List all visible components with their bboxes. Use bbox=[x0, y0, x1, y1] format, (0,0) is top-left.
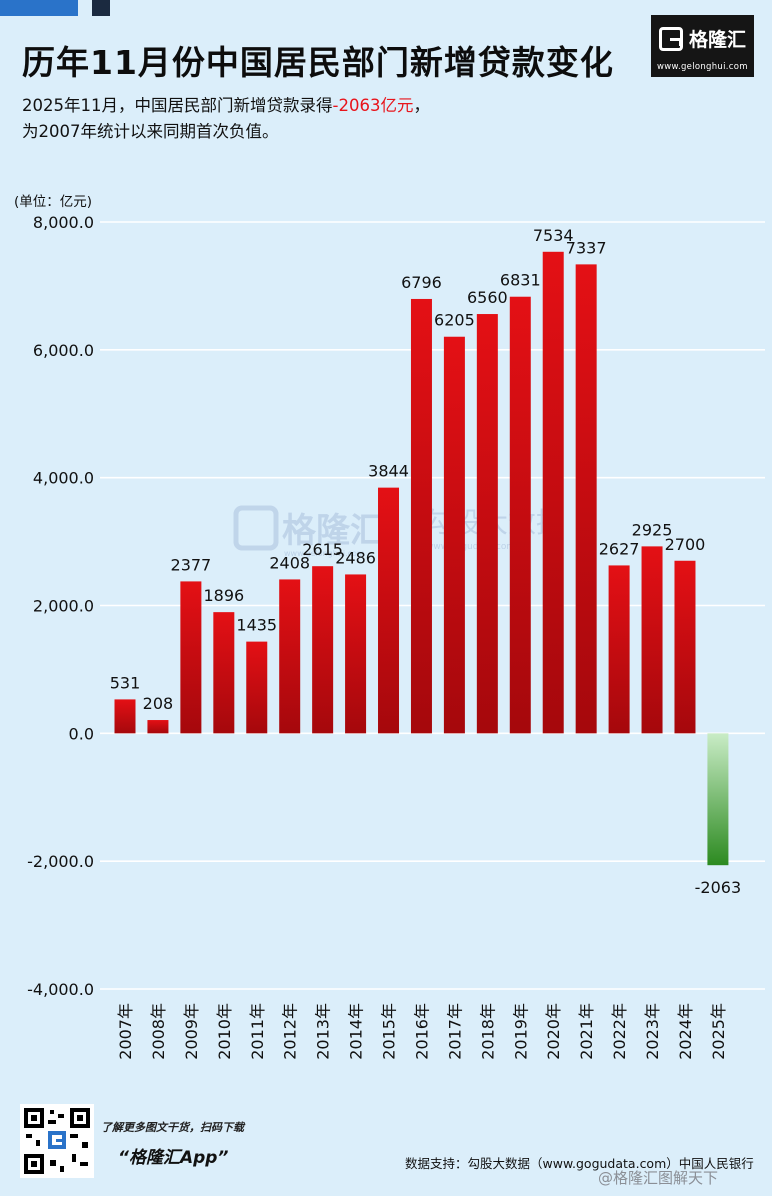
logo-name: 格隆汇 bbox=[689, 29, 747, 51]
top-accent-bar-dark bbox=[92, 0, 110, 16]
y-tick-label: 2,000.0 bbox=[33, 597, 94, 616]
data-label: 7337 bbox=[566, 238, 607, 257]
bar-2011年 bbox=[246, 641, 268, 734]
data-label: 531 bbox=[110, 673, 141, 692]
data-label: 6796 bbox=[401, 273, 442, 292]
x-tick-label: 2020年 bbox=[544, 1003, 563, 1060]
bar-chart: 格隆汇www.gelonghui.com勾股大数据www.gogudata.co… bbox=[27, 213, 765, 1060]
bar-2022年 bbox=[608, 565, 630, 734]
bar-2025年 bbox=[707, 733, 729, 866]
x-tick-label: 2014年 bbox=[347, 1003, 366, 1060]
data-label: 7534 bbox=[533, 226, 574, 245]
data-label: 2700 bbox=[665, 535, 706, 554]
x-tick-label: 2021年 bbox=[577, 1003, 596, 1060]
bar-2018年 bbox=[476, 314, 498, 734]
x-tick-label: 2007年 bbox=[116, 1003, 135, 1060]
data-label: 208 bbox=[143, 694, 174, 713]
brand-logo: 格隆汇 www.gelonghui.com bbox=[651, 15, 754, 77]
bar-2014年 bbox=[345, 574, 367, 734]
x-tick-label: 2011年 bbox=[248, 1003, 267, 1060]
subtitle-prefix: 2025年11月，中国居民部门新增贷款录得 bbox=[22, 96, 333, 115]
y-tick-label: 6,000.0 bbox=[33, 341, 94, 360]
bar-2015年 bbox=[378, 487, 400, 734]
bar-2019年 bbox=[509, 296, 531, 734]
watermark-logo-icon bbox=[233, 505, 279, 551]
x-tick-label: 2010年 bbox=[215, 1003, 234, 1060]
logo-g-icon bbox=[659, 27, 683, 51]
subtitle-line-1: 2025年11月，中国居民部门新增贷款录得-2063亿元， bbox=[22, 93, 430, 119]
bar-2016年 bbox=[410, 298, 432, 734]
data-label: 2377 bbox=[171, 555, 212, 574]
data-label: 6831 bbox=[500, 271, 541, 290]
x-tick-label: 2012年 bbox=[281, 1003, 300, 1060]
x-tick-label: 2015年 bbox=[380, 1003, 399, 1060]
x-tick-label: 2024年 bbox=[676, 1003, 695, 1060]
data-label: 6560 bbox=[467, 288, 508, 307]
x-tick-label: 2019年 bbox=[511, 1003, 530, 1060]
top-accent-bar bbox=[0, 0, 78, 16]
x-tick-label: 2009年 bbox=[182, 1003, 201, 1060]
watermark-brand-url: www.gelonghui.com bbox=[284, 549, 365, 558]
bar-2024年 bbox=[674, 560, 696, 734]
bar-2008年 bbox=[147, 720, 169, 734]
data-label: 2408 bbox=[269, 553, 310, 572]
x-tick-label: 2018年 bbox=[478, 1003, 497, 1060]
data-label: 3844 bbox=[368, 462, 409, 481]
unit-label: (单位：亿元) bbox=[14, 194, 93, 210]
weibo-watermark: @格隆汇图解天下 bbox=[598, 1169, 719, 1187]
bar-2012年 bbox=[279, 579, 301, 734]
qr-code-icon bbox=[20, 1104, 94, 1178]
data-label: 1435 bbox=[236, 616, 277, 635]
watermark-brand: 格隆汇 bbox=[282, 511, 384, 551]
x-tick-label: 2022年 bbox=[610, 1003, 629, 1060]
watermark-data-url: www.gogudata.com bbox=[426, 542, 515, 552]
bar-2013年 bbox=[312, 566, 334, 734]
y-tick-label: -4,000.0 bbox=[27, 980, 94, 999]
x-tick-label: 2013年 bbox=[314, 1003, 333, 1060]
bars bbox=[114, 251, 729, 866]
data-label: 2925 bbox=[632, 520, 673, 539]
logo-url: www.gelonghui.com bbox=[657, 62, 748, 72]
data-label: 6205 bbox=[434, 311, 475, 330]
x-tick-label: 2023年 bbox=[643, 1003, 662, 1060]
y-tick-label: 4,000.0 bbox=[33, 469, 94, 488]
bar-2023年 bbox=[641, 546, 663, 734]
x-tick-label: 2025年 bbox=[709, 1003, 728, 1060]
x-tick-label: 2008年 bbox=[149, 1003, 168, 1060]
x-axis-ticks: 2007年 2008年 2009年 2010年 2011年 2012年 2013年 2014年… bbox=[116, 1003, 728, 1060]
y-axis-ticks: 8,000.0 6,000.0 4,000.0 2,000.0 0.0 -2,000.0 -… bbox=[27, 213, 94, 999]
bar-2010年 bbox=[213, 612, 235, 734]
data-label: 2615 bbox=[302, 540, 343, 559]
bar-2009年 bbox=[180, 581, 202, 734]
x-tick-label: 2016年 bbox=[412, 1003, 431, 1060]
subtitle: 2025年11月，中国居民部门新增贷款录得-2063亿元， 为2007年统计以来… bbox=[22, 93, 430, 145]
y-tick-label: 0.0 bbox=[69, 724, 94, 743]
data-label: 2486 bbox=[335, 548, 376, 567]
footer-app-name: “格隆汇App” bbox=[118, 1148, 229, 1168]
bar-2021年 bbox=[575, 264, 597, 734]
y-tick-label: 8,000.0 bbox=[33, 213, 94, 232]
bar-2020年 bbox=[542, 251, 564, 734]
x-tick-label: 2017年 bbox=[445, 1003, 464, 1060]
subtitle-highlight-value: -2063亿元 bbox=[332, 96, 414, 115]
footer-tagline: 了解更多图文干货，扫码下载 bbox=[101, 1121, 244, 1134]
bar-2007年 bbox=[114, 699, 136, 734]
data-label: -2063 bbox=[695, 878, 742, 897]
data-label: 2627 bbox=[599, 539, 640, 558]
data-label: 1896 bbox=[203, 586, 244, 605]
page-title: 历年11月份中国居民部门新增贷款变化 bbox=[22, 43, 614, 82]
bar-2017年 bbox=[443, 336, 465, 734]
data-source: 数据支持：勾股大数据（www.gogudata.com）中国人民银行 bbox=[405, 1156, 754, 1171]
subtitle-line-2: 为2007年统计以来同期首次负值。 bbox=[22, 122, 279, 141]
subtitle-suffix: ， bbox=[413, 96, 430, 115]
y-tick-label: -2,000.0 bbox=[27, 852, 94, 871]
